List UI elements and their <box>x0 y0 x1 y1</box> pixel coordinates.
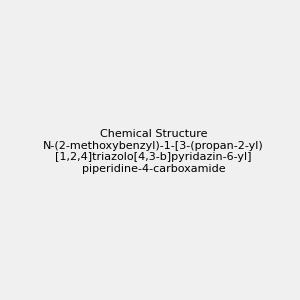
Text: Chemical Structure
N-(2-methoxybenzyl)-1-[3-(propan-2-yl)
[1,2,4]triazolo[4,3-b]: Chemical Structure N-(2-methoxybenzyl)-1… <box>44 129 264 174</box>
